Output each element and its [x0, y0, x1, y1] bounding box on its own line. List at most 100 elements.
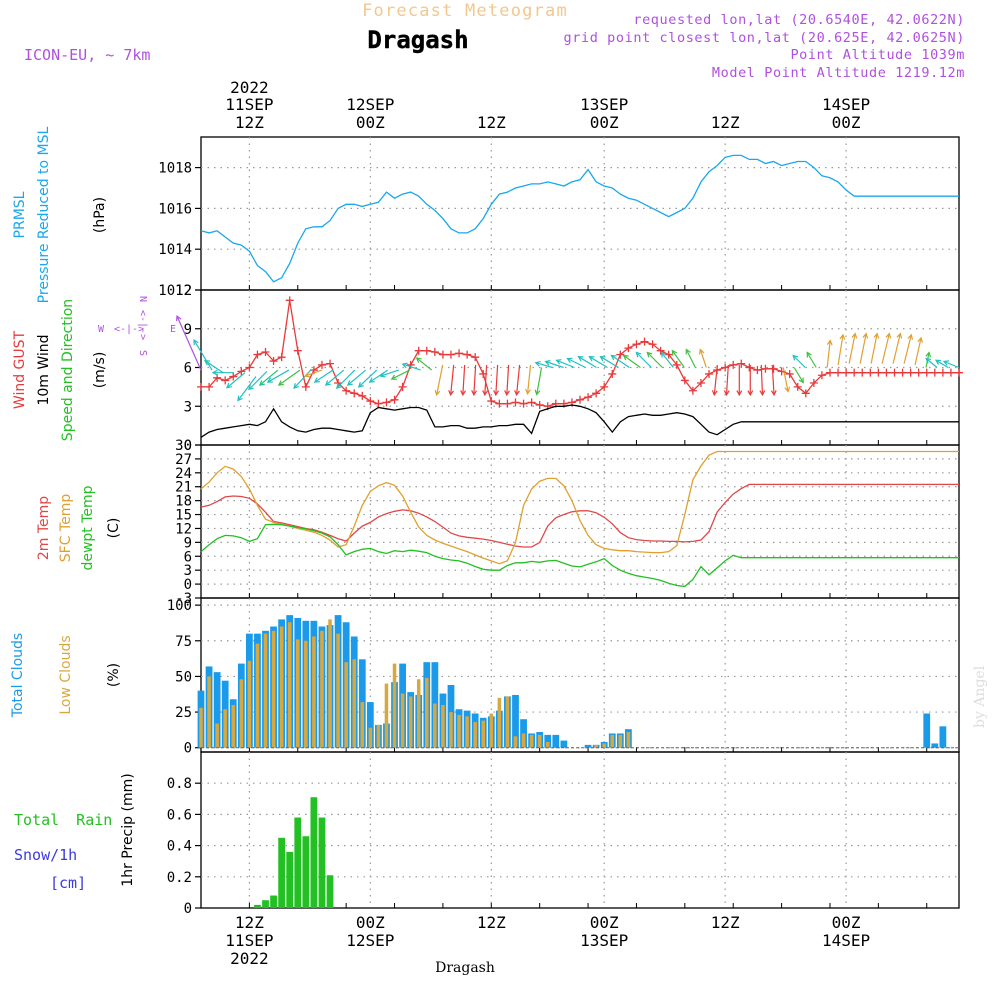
wind-arrow-head — [759, 390, 766, 397]
y-tick-label: 9 — [184, 535, 192, 551]
total-cloud-bar — [512, 694, 519, 748]
gust-marker — [882, 368, 891, 377]
y-tick-label: 15 — [175, 508, 192, 524]
bottom-time-date: 14SEP — [822, 931, 870, 950]
compass-e: E — [170, 324, 176, 335]
low-cloud-bar — [271, 630, 276, 748]
wind-arrow — [600, 356, 619, 369]
wind-arrow — [699, 349, 707, 368]
wind-arrow — [526, 364, 532, 394]
location-title: Dragash — [367, 26, 468, 54]
wind-arrow-head — [839, 333, 846, 340]
wind-arrow — [226, 372, 246, 389]
wind-arrow — [204, 360, 224, 374]
gust-marker — [495, 399, 504, 408]
low-cloud-bar — [400, 693, 405, 748]
wind-arrow — [925, 358, 938, 368]
gust-marker — [527, 398, 536, 407]
wind-arrow — [859, 333, 867, 364]
wind-arrow-head — [504, 390, 510, 397]
wind-arrow — [903, 334, 912, 364]
gust-marker — [301, 382, 310, 391]
gust-marker — [680, 376, 689, 385]
wind-arrow — [267, 369, 290, 383]
wind-arrow — [837, 334, 844, 366]
gust-marker — [422, 346, 431, 355]
wind-arrow-head — [293, 383, 299, 389]
compass-s: S — [137, 350, 148, 356]
wind-arrow-head — [907, 333, 914, 340]
low-cloud-bar — [545, 742, 550, 748]
wind-arrow-head — [685, 348, 691, 355]
top-time-date: 12SEP — [346, 95, 394, 114]
y-tick-label: 0 — [184, 901, 192, 917]
y-tick-label: 12 — [175, 521, 192, 537]
wind-arrow — [259, 369, 279, 386]
low-cloud-bar — [392, 663, 397, 748]
low-cloud-bar — [239, 679, 244, 748]
wind-arrow — [193, 339, 213, 371]
wind-arrow-head — [660, 351, 667, 358]
wind-arrow — [713, 364, 718, 395]
gust-marker — [874, 368, 883, 377]
gust-marker — [737, 359, 746, 368]
wind-arrow-head — [711, 390, 718, 397]
gust-marker — [326, 359, 335, 368]
gust-marker — [511, 398, 520, 407]
wind-arrow-head — [493, 390, 499, 397]
gust-marker — [696, 379, 705, 387]
low-cloud-bar — [529, 734, 534, 748]
rain-bar — [310, 797, 318, 908]
gust-marker — [317, 360, 326, 369]
top-time-hour: 12Z — [711, 113, 740, 132]
low-cloud-bar — [295, 639, 300, 748]
panel-wind: 0 3 6 9 12 — [175, 283, 963, 454]
wind-arrow — [278, 369, 301, 386]
wind-arrow-head — [313, 377, 320, 383]
total-cloud-bar — [520, 719, 527, 748]
wind-arrow-head — [237, 395, 243, 402]
gust-marker — [640, 337, 649, 346]
wind-arrow-head — [415, 357, 422, 363]
total-cloud-bar — [923, 713, 931, 748]
low-cloud-bar — [489, 713, 494, 748]
wind-arrow — [237, 376, 257, 401]
gust-marker — [608, 369, 617, 378]
bottom-time-hour: 00Z — [832, 913, 861, 932]
gust-marker — [785, 369, 794, 378]
compass-ew: <-|-> — [114, 324, 144, 335]
ylabel-percent: (%) — [106, 663, 122, 687]
total-cloud-bar — [584, 744, 592, 748]
wind-arrow-head — [723, 390, 730, 397]
y-tick-label: 12 — [175, 283, 192, 299]
gust-marker — [801, 389, 810, 398]
low-cloud-bar — [465, 716, 469, 748]
wind-arrow-head — [934, 359, 942, 365]
gust-marker — [261, 348, 270, 356]
y-tick-label: 1012 — [158, 283, 192, 299]
top-time-date: 13SEP — [580, 95, 628, 114]
gust-marker — [729, 360, 738, 369]
gust-marker — [769, 364, 778, 373]
wind-arrow — [725, 364, 729, 395]
ylabel-10m-wind: 10m Wind — [36, 334, 52, 405]
wind-arrow-head — [211, 369, 218, 376]
gust-marker — [834, 368, 843, 377]
bottom-time-hour: 00Z — [356, 913, 385, 932]
wind-arrow — [536, 367, 543, 395]
top-time-date: 14SEP — [822, 95, 870, 114]
low-cloud-bar — [247, 660, 252, 748]
top-time-hour: 00Z — [356, 113, 385, 132]
gust-marker — [406, 360, 415, 369]
wind-arrow-head — [806, 351, 812, 358]
wind-arrow-head — [258, 380, 265, 386]
wind-arrow-head — [610, 354, 617, 361]
wind-arrow-head — [925, 351, 932, 358]
gust-marker — [293, 346, 302, 355]
wind-arrow-head — [646, 351, 653, 358]
y-tick-label: 30 — [175, 438, 192, 454]
gust-marker — [503, 399, 512, 408]
low-cloud-bar — [336, 633, 340, 748]
wind-arrow — [450, 364, 455, 395]
